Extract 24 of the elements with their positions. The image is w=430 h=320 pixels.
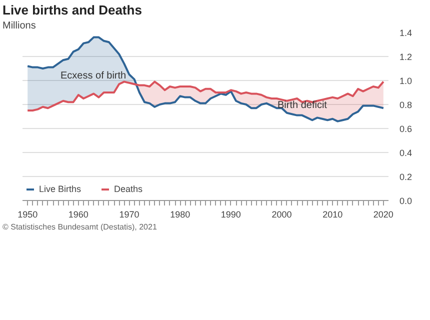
y-tick-label: 0.0: [400, 196, 412, 206]
chart-title: Live births and Deaths: [2, 2, 142, 18]
legend-label: Deaths: [114, 184, 143, 194]
line-series: [26, 80, 384, 112]
y-tick-label: 1.0: [400, 76, 412, 86]
x-tick-label: 1970: [119, 210, 140, 220]
y-tick-label: 0.2: [400, 172, 412, 182]
x-tick-label: 2020: [373, 210, 394, 220]
text: © Statistisches Bundesamt (Destatis), 2021: [2, 222, 158, 232]
x-tick-label: 1960: [68, 210, 88, 220]
x-tick-label: 2000: [272, 210, 292, 220]
chart-subtitle: Millions: [2, 20, 36, 32]
y-tick-label: 0.8: [400, 100, 412, 110]
y-tick-label: 1.2: [400, 52, 412, 62]
x-tick-label: 2010: [322, 210, 343, 220]
x-tick-label: 1950: [18, 210, 38, 220]
y-tick-label: 0.6: [400, 124, 412, 134]
y-tick-label: 0.4: [400, 148, 412, 158]
annotation: Ecxess of birth: [60, 70, 126, 82]
x-tick-label: 1980: [170, 210, 190, 220]
annotation: Birth deficit: [278, 100, 328, 112]
y-tick-label: 1.4: [400, 28, 412, 38]
legend-label: Live Births: [39, 184, 82, 194]
x-tick-label: 1990: [220, 210, 241, 220]
